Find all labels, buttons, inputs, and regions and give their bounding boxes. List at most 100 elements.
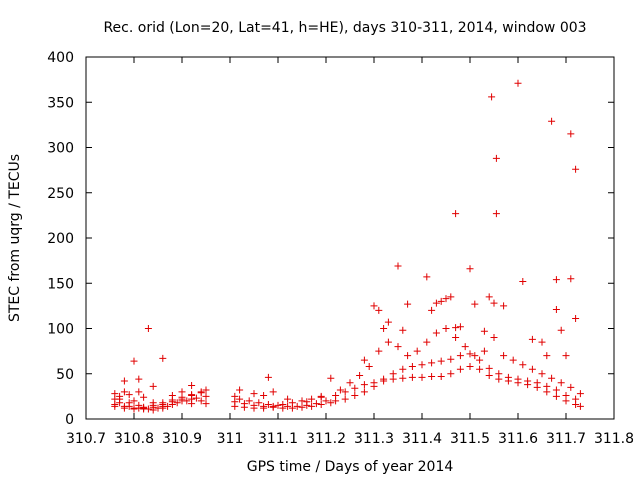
- data-point: [360, 356, 368, 364]
- data-point: [279, 401, 287, 409]
- x-tick-label: 311.6: [498, 431, 538, 447]
- x-tick-label: 311.8: [594, 431, 634, 447]
- data-point: [490, 299, 498, 307]
- x-tick-label: 310.7: [66, 431, 106, 447]
- data-point: [202, 400, 210, 408]
- data-point: [456, 352, 464, 360]
- data-point: [245, 397, 253, 405]
- data-point: [144, 325, 152, 332]
- data-point: [572, 315, 580, 323]
- data-point: [504, 373, 512, 381]
- data-point: [384, 318, 392, 326]
- data-point: [149, 399, 157, 407]
- data-point: [548, 374, 556, 382]
- data-point: [188, 400, 196, 408]
- data-point: [360, 381, 368, 389]
- data-point: [140, 403, 148, 411]
- data-point: [178, 388, 186, 396]
- data-point: [399, 326, 407, 334]
- data-point: [528, 335, 536, 343]
- data-point: [447, 293, 455, 301]
- data-point: [346, 379, 354, 387]
- data-point: [533, 379, 541, 387]
- data-point: [432, 329, 440, 337]
- data-point: [284, 395, 292, 403]
- data-point: [567, 130, 575, 138]
- data-point: [567, 383, 575, 391]
- data-point: [485, 372, 493, 380]
- data-point: [500, 352, 508, 360]
- data-point: [538, 370, 546, 378]
- data-point: [351, 384, 359, 392]
- data-point: [375, 306, 383, 314]
- data-point: [557, 326, 565, 334]
- data-point: [485, 293, 493, 301]
- data-point: [293, 402, 301, 410]
- data-point: [260, 391, 268, 399]
- data-point: [543, 352, 551, 360]
- data-point: [413, 347, 421, 355]
- data-point: [312, 400, 320, 408]
- data-point: [514, 375, 522, 383]
- data-point: [183, 397, 191, 405]
- data-point: [380, 325, 388, 332]
- data-point: [298, 397, 306, 405]
- x-tick-label: 311.1: [258, 431, 298, 447]
- y-tick-label: 200: [47, 231, 74, 247]
- data-point: [528, 365, 536, 373]
- data-point: [130, 397, 138, 405]
- data-point: [437, 297, 445, 305]
- data-point: [466, 363, 474, 371]
- data-point: [135, 388, 143, 396]
- data-point: [404, 352, 412, 360]
- data-point: [456, 323, 464, 331]
- data-point: [452, 324, 460, 332]
- data-point: [188, 391, 196, 399]
- data-point: [202, 392, 210, 400]
- data-point: [447, 355, 455, 363]
- data-point: [452, 334, 460, 342]
- chart-title: Rec. orid (Lon=20, Lat=41, h=HE), days 3…: [103, 20, 586, 36]
- data-point: [418, 373, 426, 381]
- data-point: [562, 352, 570, 360]
- data-point: [476, 365, 484, 373]
- data-point: [303, 398, 311, 406]
- data-point: [552, 392, 560, 400]
- data-point: [240, 403, 248, 411]
- data-point: [408, 363, 416, 371]
- x-tick-label: 311.2: [306, 431, 346, 447]
- data-point: [488, 93, 496, 101]
- data-point: [399, 374, 407, 382]
- data-point: [452, 210, 460, 218]
- data-point: [466, 350, 474, 358]
- data-point: [264, 373, 272, 381]
- data-point: [173, 399, 181, 407]
- data-point: [519, 361, 527, 369]
- data-point: [149, 382, 157, 390]
- data-point: [231, 402, 239, 410]
- data-point: [399, 365, 407, 373]
- data-point: [288, 399, 296, 407]
- data-point: [543, 382, 551, 390]
- data-point: [135, 375, 143, 383]
- data-point: [552, 276, 560, 284]
- data-point: [130, 357, 138, 365]
- data-point: [327, 374, 335, 382]
- data-point: [384, 338, 392, 346]
- x-tick-label: 310.9: [162, 431, 202, 447]
- data-point: [168, 391, 176, 399]
- data-point: [394, 262, 402, 270]
- plot-frame: [85, 56, 615, 420]
- data-point: [111, 402, 119, 410]
- data-point: [351, 391, 359, 399]
- data-point: [154, 404, 162, 412]
- data-point: [116, 399, 124, 407]
- data-point: [375, 347, 383, 355]
- data-point: [428, 372, 436, 380]
- data-point: [298, 403, 306, 411]
- data-point: [514, 79, 522, 87]
- data-point: [260, 404, 268, 412]
- data-point: [442, 325, 450, 332]
- data-point: [423, 338, 431, 346]
